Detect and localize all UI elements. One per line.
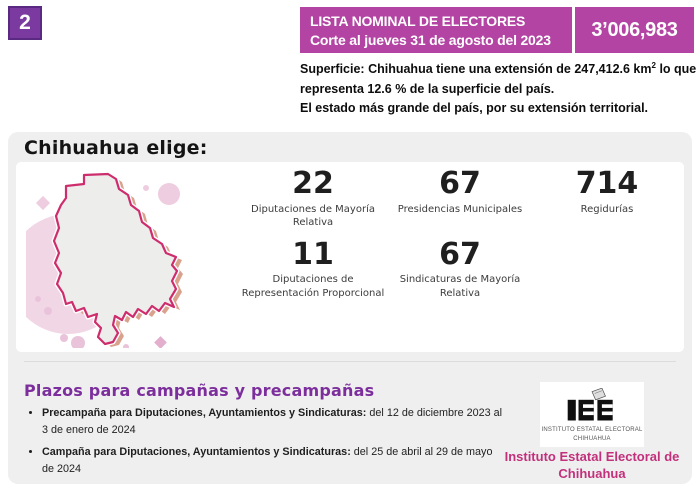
banner-title: LISTA NOMINAL DE ELECTORES (310, 13, 526, 29)
page-number: 2 (19, 11, 31, 34)
stat-value: 714 (575, 166, 639, 201)
electors-count-block: 3’006,983 (575, 7, 694, 53)
stat-value: 11 (292, 236, 334, 272)
stat-regidurias: 714 Regidurías (534, 168, 680, 230)
stat-value: 67 (439, 236, 481, 272)
banner-title-block: LISTA NOMINAL DE ELECTORES Corte al juev… (300, 7, 572, 53)
stat-label: Diputaciones de Representación Proporcio… (241, 274, 385, 299)
stat-value: 67 (439, 166, 481, 201)
stat-diputaciones-mr: 22 Diputaciones de Mayoría Relativa (240, 168, 386, 230)
superficie-text-rest: lo que representa 12.6 % de la superfici… (300, 62, 697, 96)
banner-date: Corte al jueves 31 de agosto del 2023 (310, 31, 551, 48)
superficie-paragraph: Superficie: Chihuahua tiene una extensió… (300, 60, 700, 118)
stat-empty-cell (534, 239, 680, 301)
section-divider (24, 361, 676, 362)
elige-stats-grid: 22 Diputaciones de Mayoría Relativa 67 P… (240, 168, 680, 300)
stat-presidencias: 67 Presidencias Municipales (386, 168, 534, 230)
institute-name: Instituto Estatal Electoral de Chihuahua (504, 449, 680, 481)
chihuahua-state-map (26, 171, 183, 348)
iee-ballot-box-logo-icon (567, 387, 613, 420)
plazo-item-precampana: Precampaña para Diputaciones, Ayuntamien… (42, 405, 504, 440)
stat-value: 22 (292, 166, 334, 201)
lista-nominal-banner: LISTA NOMINAL DE ELECTORES Corte al juev… (300, 7, 694, 53)
plazo-item-lead: Precampaña para Diputaciones, Ayuntamien… (42, 407, 367, 419)
page-number-badge: 2 (8, 6, 42, 40)
logo-caption-line2: CHIHUAHUA (573, 435, 611, 442)
stat-label: Presidencias Municipales (397, 203, 523, 215)
plazo-item-dates: del 25 de abril al 29 de mayo de 2024 (42, 445, 493, 475)
superscript-2: 2 (651, 61, 656, 70)
stat-diputaciones-rp: 11 Diputaciones de Representación Propor… (240, 236, 386, 301)
plazos-list: Precampaña para Diputaciones, Ayuntamien… (26, 405, 504, 482)
plazos-heading: Plazos para campañas y precampañas (24, 381, 375, 400)
logo-caption-line1: INSTITUTO ESTATAL ELECTORAL (541, 426, 643, 433)
superficie-text: Superficie: Chihuahua tiene una extensió… (300, 62, 652, 77)
superficie-line2: El estado más grande del país, por su ex… (300, 100, 649, 115)
iee-logo-box: INSTITUTO ESTATAL ELECTORAL CHIHUAHUA (540, 382, 644, 447)
stat-label: Regidurías (580, 203, 634, 215)
section-title-elige: Chihuahua elige: (24, 137, 208, 159)
stat-label: Diputaciones de Mayoría Relativa (251, 203, 375, 229)
plazo-item-dates: del 12 de diciembre 2023 al 3 de enero d… (42, 407, 503, 437)
stat-sindicaturas: 67 Sindicaturas de Mayoría Relativa (386, 236, 534, 301)
state-shape (51, 171, 183, 347)
plazo-item-lead: Campaña para Diputaciones, Ayuntamientos… (42, 445, 351, 458)
stat-label: Sindicaturas de Mayoría Relativa (399, 274, 521, 299)
plazo-item-campana: Campaña para Diputaciones, Ayuntamientos… (42, 444, 504, 479)
electors-count: 3’006,983 (591, 18, 678, 41)
